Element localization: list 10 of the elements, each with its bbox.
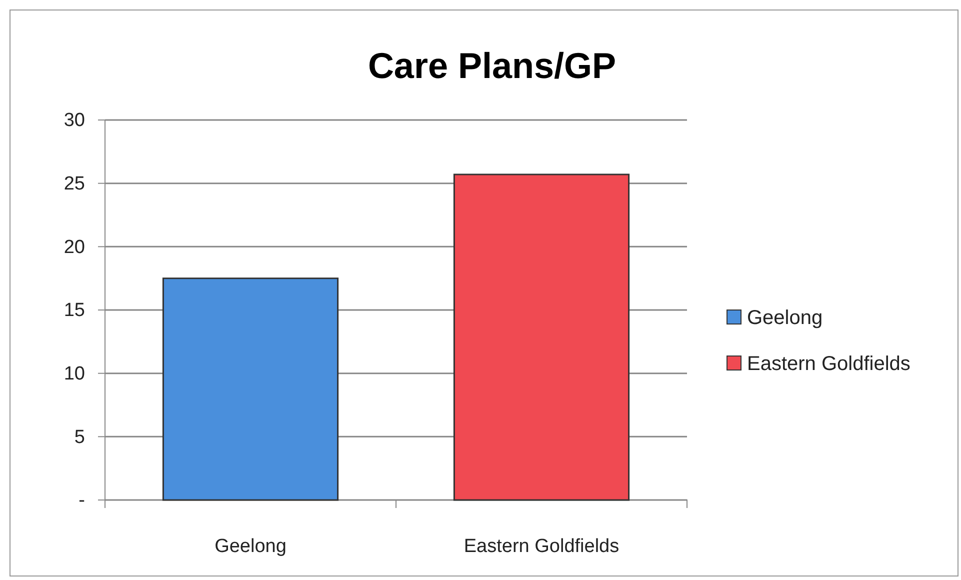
y-tick-label: 30 <box>64 110 85 132</box>
legend-label: Geelong <box>747 307 823 329</box>
chart-title: Care Plans/GP <box>368 45 616 86</box>
y-tick-label: 10 <box>64 363 85 384</box>
y-tick-label: - <box>78 490 85 512</box>
y-tick-label: 15 <box>64 300 85 322</box>
y-tick-label: 25 <box>64 173 85 194</box>
y-tick-label: 20 <box>64 236 85 258</box>
y-tick-label: 5 <box>74 426 85 448</box>
legend-label: Eastern Goldfields <box>747 353 910 375</box>
